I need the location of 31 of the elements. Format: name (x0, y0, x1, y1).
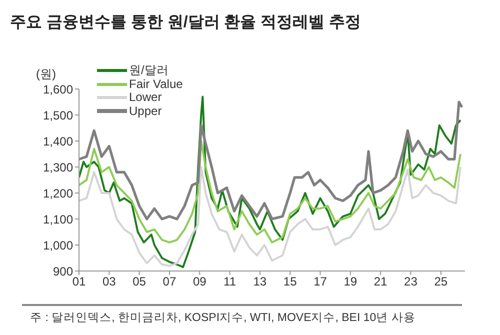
x-tick-label: 11 (224, 274, 236, 289)
y-axis-title: (원) (36, 66, 56, 83)
y-tick-label: 1,400 (42, 134, 74, 148)
y-tick-label: 1,100 (42, 212, 74, 226)
x-tick-label: 25 (434, 274, 448, 289)
x-tick-label: 23 (404, 274, 418, 289)
x-tick-label: 15 (283, 274, 298, 289)
legend-label: 원/달러 (129, 63, 168, 78)
text: 주 : 달러인덱스, 한미금리차, KOSPI지수, WTI, MOVE지수, BEI 10년 사용 (29, 311, 416, 325)
y-tick-label: 900 (52, 264, 74, 278)
x-tick-label: 17 (314, 274, 328, 289)
y-tick-label: 1,300 (42, 160, 74, 174)
line-series (79, 166, 462, 267)
x-tick-label: 19 (344, 274, 358, 289)
line-series (79, 140, 462, 244)
x-tick-label: 05 (132, 274, 146, 289)
y-tick-label: 1,600 (42, 82, 74, 96)
y-tick-label: 1,200 (42, 186, 74, 200)
line-series (79, 100, 464, 220)
y-tick-label: 1,000 (42, 238, 74, 252)
legend-label: Lower (129, 90, 162, 104)
legend-label: Upper (129, 104, 162, 118)
x-tick-label: 21 (374, 274, 388, 289)
x-tick-label: 09 (192, 274, 207, 289)
x-tick-label: 07 (162, 274, 176, 289)
x-tick-label: 01 (72, 274, 86, 289)
y-tick-label: 1,500 (42, 108, 74, 122)
chart-title: 주요 금융변수를 통한 원/달러 환율 적정레벨 추정 (9, 13, 362, 33)
legend-label: Fair Value (129, 76, 183, 91)
x-tick-label: 13 (253, 274, 267, 289)
x-tick-label: 03 (102, 274, 116, 289)
